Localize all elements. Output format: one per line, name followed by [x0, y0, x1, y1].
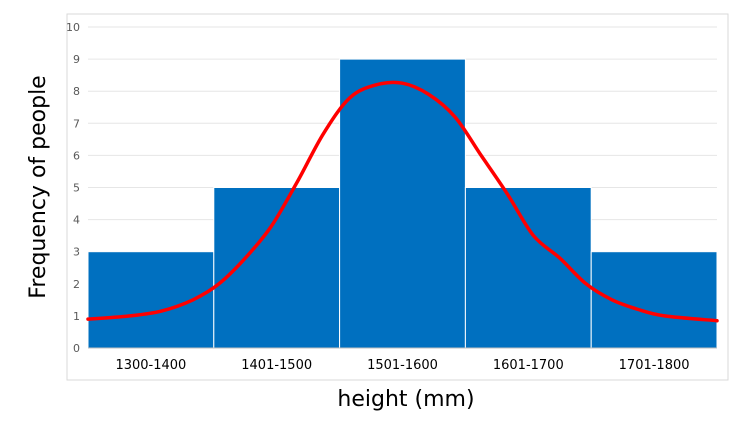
- y-tick-label: 4: [73, 214, 80, 227]
- bar: [213, 187, 341, 349]
- y-tick-label: 9: [73, 53, 80, 66]
- y-tick-label: 7: [73, 117, 80, 130]
- y-tick-label: 0: [73, 342, 80, 355]
- x-category-label: 1300-1400: [115, 358, 186, 373]
- y-tick-label: 10: [66, 21, 80, 34]
- y-tick-label: 5: [73, 182, 80, 195]
- y-tick-label: 8: [73, 85, 80, 98]
- bar: [339, 58, 466, 349]
- y-axis-title: Frequency of people: [26, 75, 51, 298]
- bar: [464, 187, 592, 349]
- y-tick-label: 2: [73, 278, 80, 291]
- x-category-label: 1501-1600: [367, 358, 438, 373]
- plot-area-frame: [66, 13, 729, 381]
- x-axis-categories: 1300-1400 1401-1500 1501-1600 1601-1700 1701…: [115, 358, 689, 373]
- x-category-label: 1401-1500: [241, 358, 312, 373]
- x-axis-title: height (mm): [337, 387, 474, 412]
- normal-curve-line: [86, 80, 719, 323]
- x-category-label: 1701-1800: [619, 358, 690, 373]
- y-tick-label: 3: [73, 246, 80, 259]
- y-axis-ticks: 0 1 2 3 4 5 6 7 8 9 10: [66, 21, 80, 355]
- y-tick-label: 6: [73, 149, 80, 162]
- x-category-label: 1601-1700: [493, 358, 564, 373]
- y-tick-label: 1: [73, 310, 80, 323]
